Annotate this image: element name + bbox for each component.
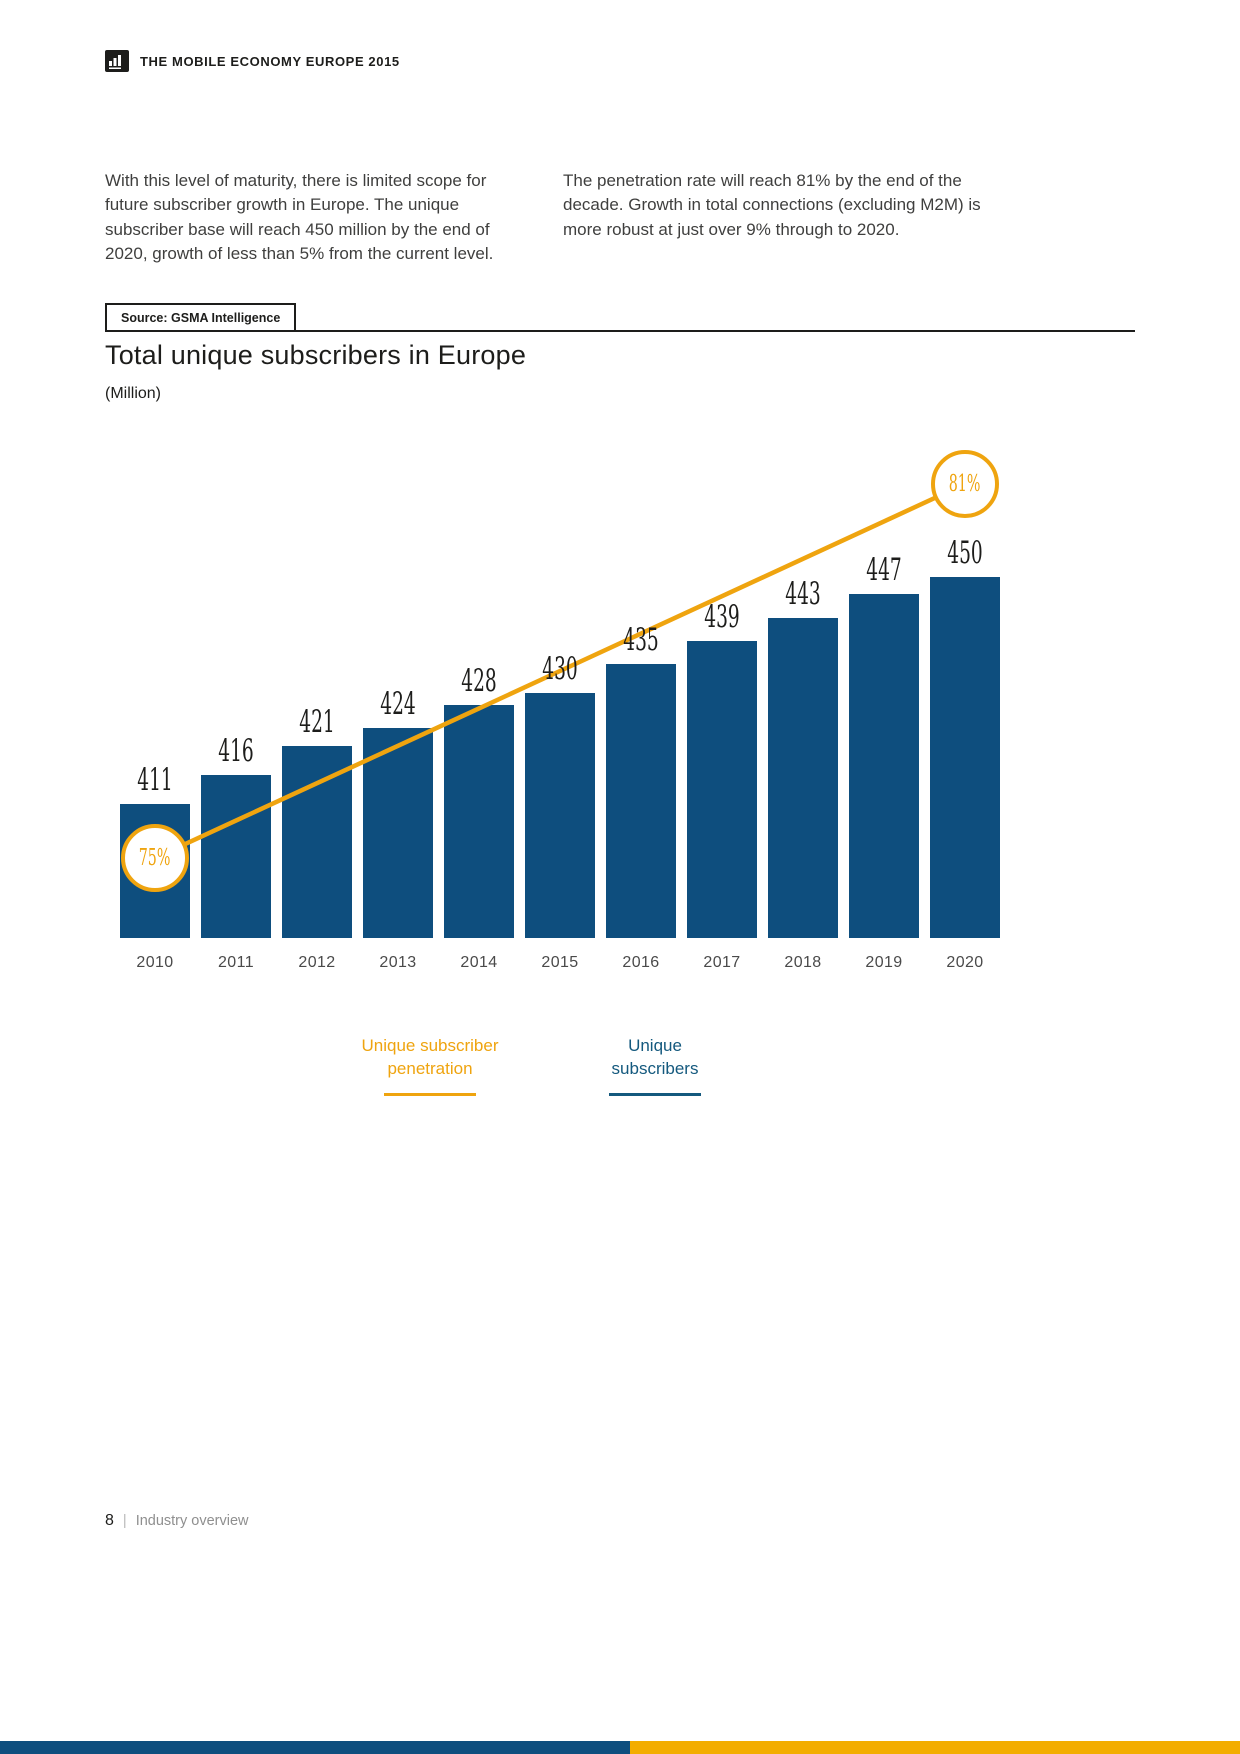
bar [606,664,676,938]
report-title: THE MOBILE ECONOMY EUROPE 2015 [140,53,400,69]
bar-value-label: 443 [785,576,821,612]
legend-penetration-label: Unique subscriber penetration [361,1036,499,1078]
bar-value-label: 421 [299,704,335,740]
x-axis-label: 2015 [541,954,579,971]
penetration-marker: 75% [121,824,189,892]
bottom-strip-orange [630,1741,1240,1754]
bar [849,594,919,938]
bar-value-label: 447 [866,552,902,588]
bar-value-label: 411 [137,762,173,798]
x-axis-label: 2018 [784,954,822,971]
x-axis-label: 2012 [298,954,336,971]
bar-value-label: 435 [623,622,659,658]
legend-subscribers-rule [609,1092,701,1096]
x-axis-label: 2013 [379,954,417,971]
source-rule: Source: GSMA Intelligence [105,303,1135,332]
bar-value-label: 439 [704,599,740,635]
bar-value-label: 416 [218,733,254,769]
legend-item-penetration: Unique subscriber penetration [330,1035,530,1096]
source-label: Source: GSMA Intelligence [105,303,297,330]
page-footer: 8 | Industry overview [105,1512,249,1530]
bottom-color-strip [0,1741,1240,1754]
footer-section-title: Industry overview [135,1513,249,1529]
page-number: 8 [105,1512,114,1529]
legend-item-subscribers: Unique subscribers [585,1035,725,1096]
bar-value-label: 430 [542,651,578,687]
intro-paragraph-right: The penetration rate will reach 81% by t… [563,171,981,239]
x-axis-label: 2011 [217,954,254,971]
penetration-value-label: 75% [139,845,171,871]
penetration-marker: 81% [931,450,999,518]
x-axis-label: 2017 [703,954,741,971]
legend-penetration-rule [384,1092,476,1096]
bar [687,641,757,938]
bar-value-label: 428 [461,663,497,699]
chart-title: Total unique subscribers in Europe [105,340,527,370]
bar [525,693,595,938]
bar [363,728,433,938]
x-axis-label: 2020 [946,954,984,971]
bar [768,618,838,938]
x-axis-label: 2016 [622,954,660,971]
chart-legend: Unique subscriber penetration Unique sub… [105,1035,1140,1125]
gsma-logo-icon [105,50,129,72]
bar [444,705,514,938]
page-header: THE MOBILE ECONOMY EUROPE 2015 [105,50,400,72]
bar [201,775,271,938]
bar [282,746,352,938]
bottom-strip-blue [0,1741,630,1754]
intro-paragraph-left: With this level of maturity, there is li… [105,171,494,264]
x-axis-label: 2019 [865,954,903,971]
legend-subscribers-label: Unique subscribers [611,1036,699,1078]
penetration-value-label: 81% [949,471,981,497]
x-axis-label: 2014 [460,954,498,971]
footer-separator: | [122,1513,127,1529]
bar [930,577,1000,938]
x-axis-label: 2010 [136,954,174,971]
chart-plot: 411 2010 416 2011 421 2012 424 2013 428 2014 430 20… [105,430,1140,990]
bar-value-label: 424 [380,686,416,722]
chart-subtitle: (Million) [105,385,161,402]
bar-value-label: 450 [947,535,983,571]
